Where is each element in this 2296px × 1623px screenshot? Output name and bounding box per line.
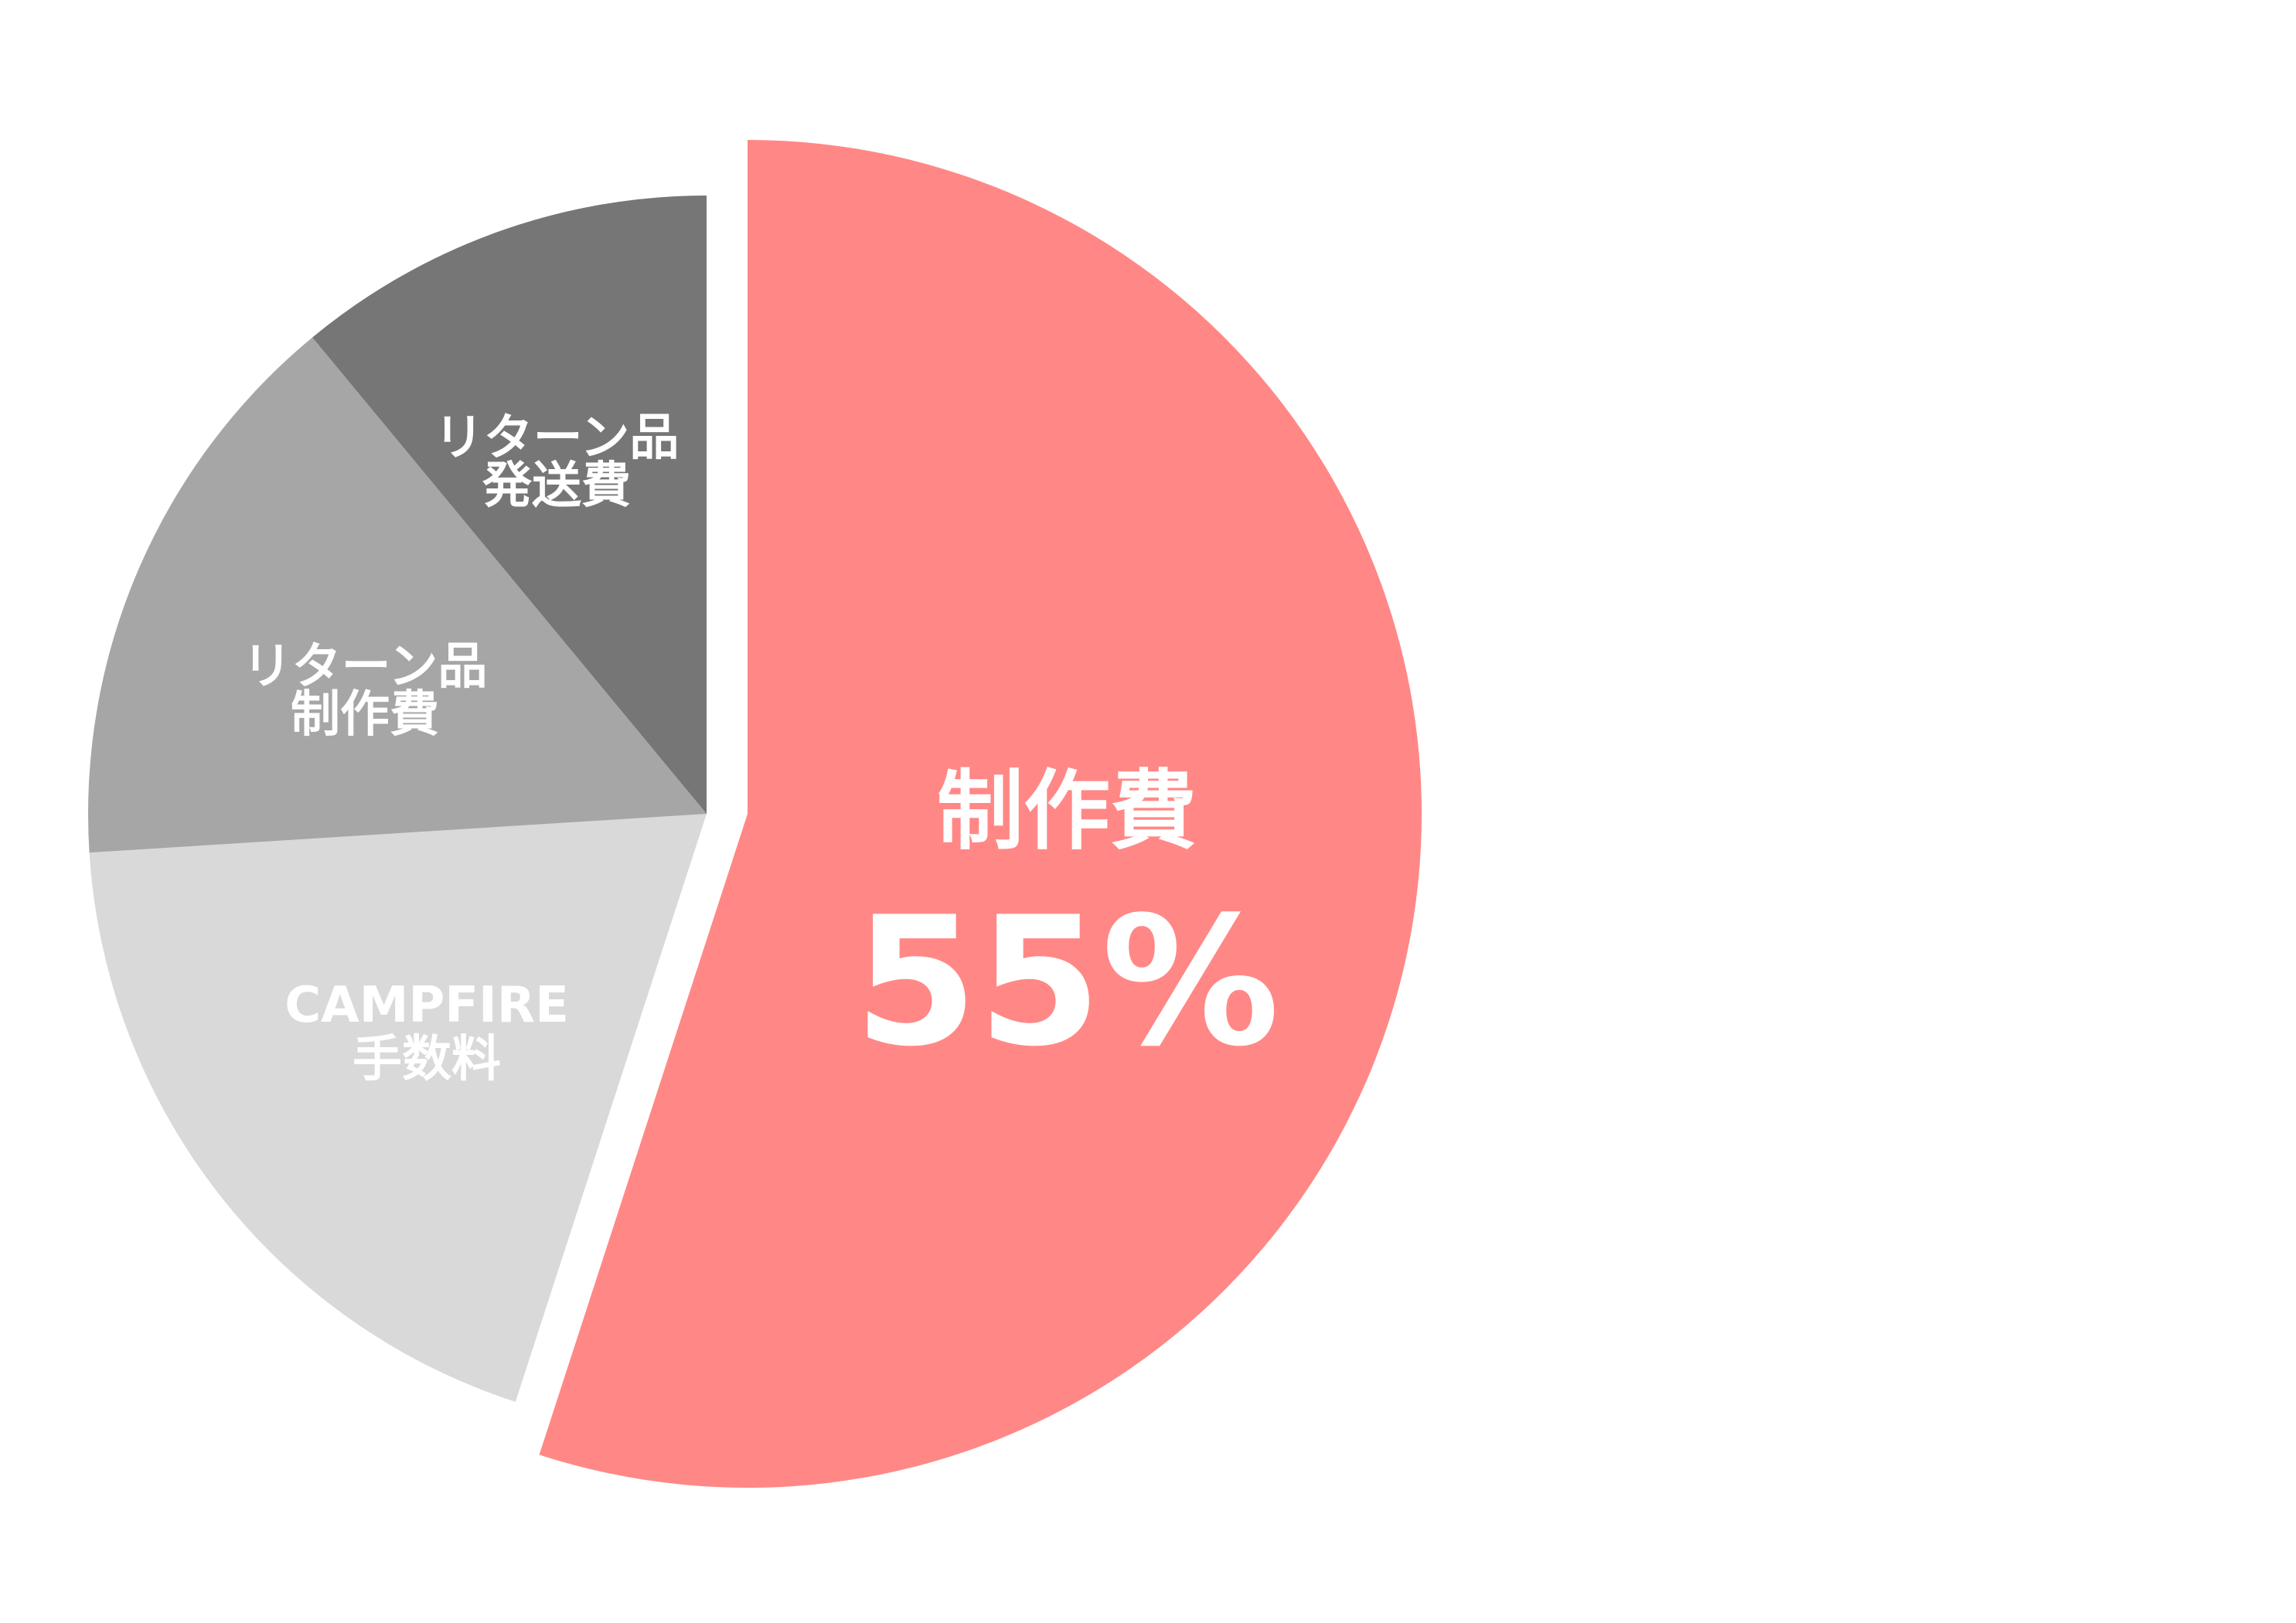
slice-label-campfire-fee-line1: CAMPFIRE [284, 977, 569, 1034]
slice-value-production: 55% [854, 880, 1280, 1086]
slice-return-shipping [312, 196, 707, 814]
slice-label-production: 制作費 [937, 761, 1197, 862]
slice-label-return-production-line2: 制作費 [291, 686, 439, 743]
slice-label-return-production-line1: リターン品 [243, 638, 488, 696]
slice-return-production [87, 337, 707, 853]
slice-label-campfire-fee-line2: 手数料 [353, 1031, 501, 1088]
slice-label-return-shipping-line1: リターン品 [434, 410, 680, 467]
slice-campfire-fee [89, 814, 707, 1402]
slice-label-return-shipping-line2: 発送費 [482, 458, 631, 515]
slice-production [539, 140, 1422, 1489]
